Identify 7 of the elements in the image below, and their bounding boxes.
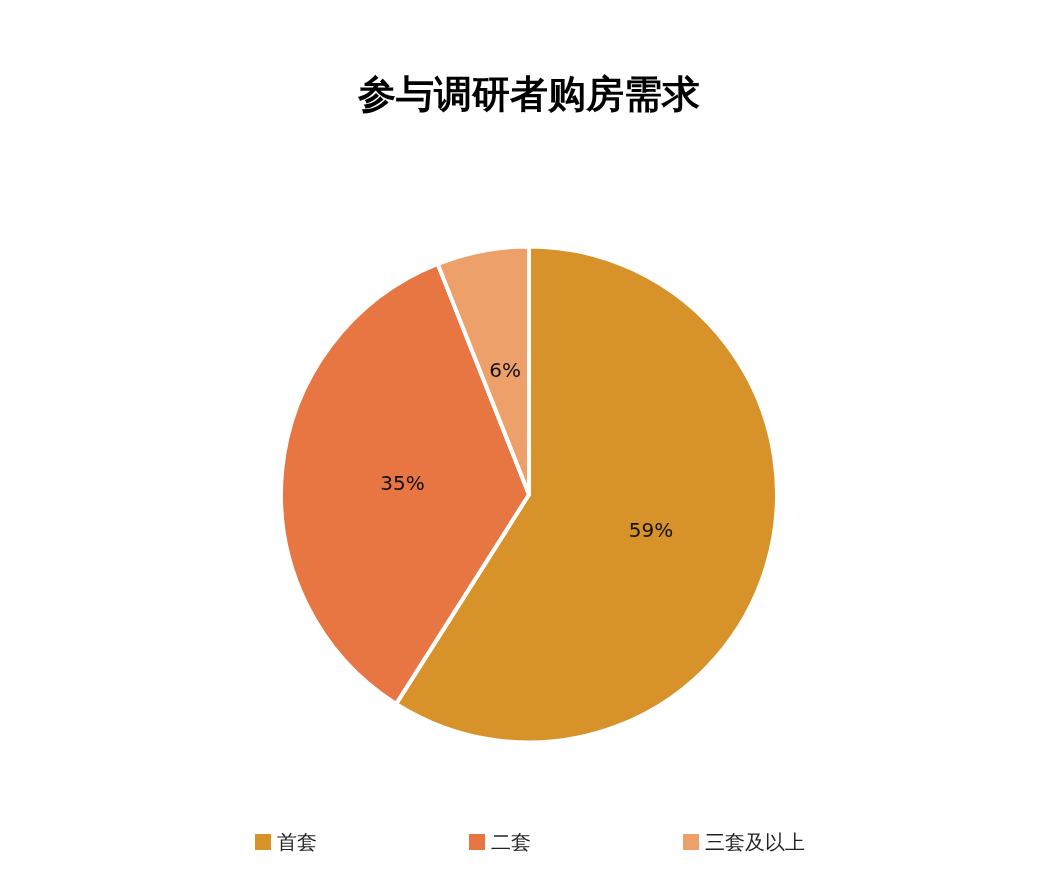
legend-label: 三套及以上 <box>705 830 805 854</box>
legend-label: 二套 <box>491 830 531 854</box>
data-label: 59% <box>628 517 674 542</box>
chart-title: 参与调研者购房需求 <box>357 72 700 116</box>
legend-label: 首套 <box>277 830 317 854</box>
data-label: 6% <box>489 357 522 382</box>
data-label: 35% <box>380 470 425 495</box>
